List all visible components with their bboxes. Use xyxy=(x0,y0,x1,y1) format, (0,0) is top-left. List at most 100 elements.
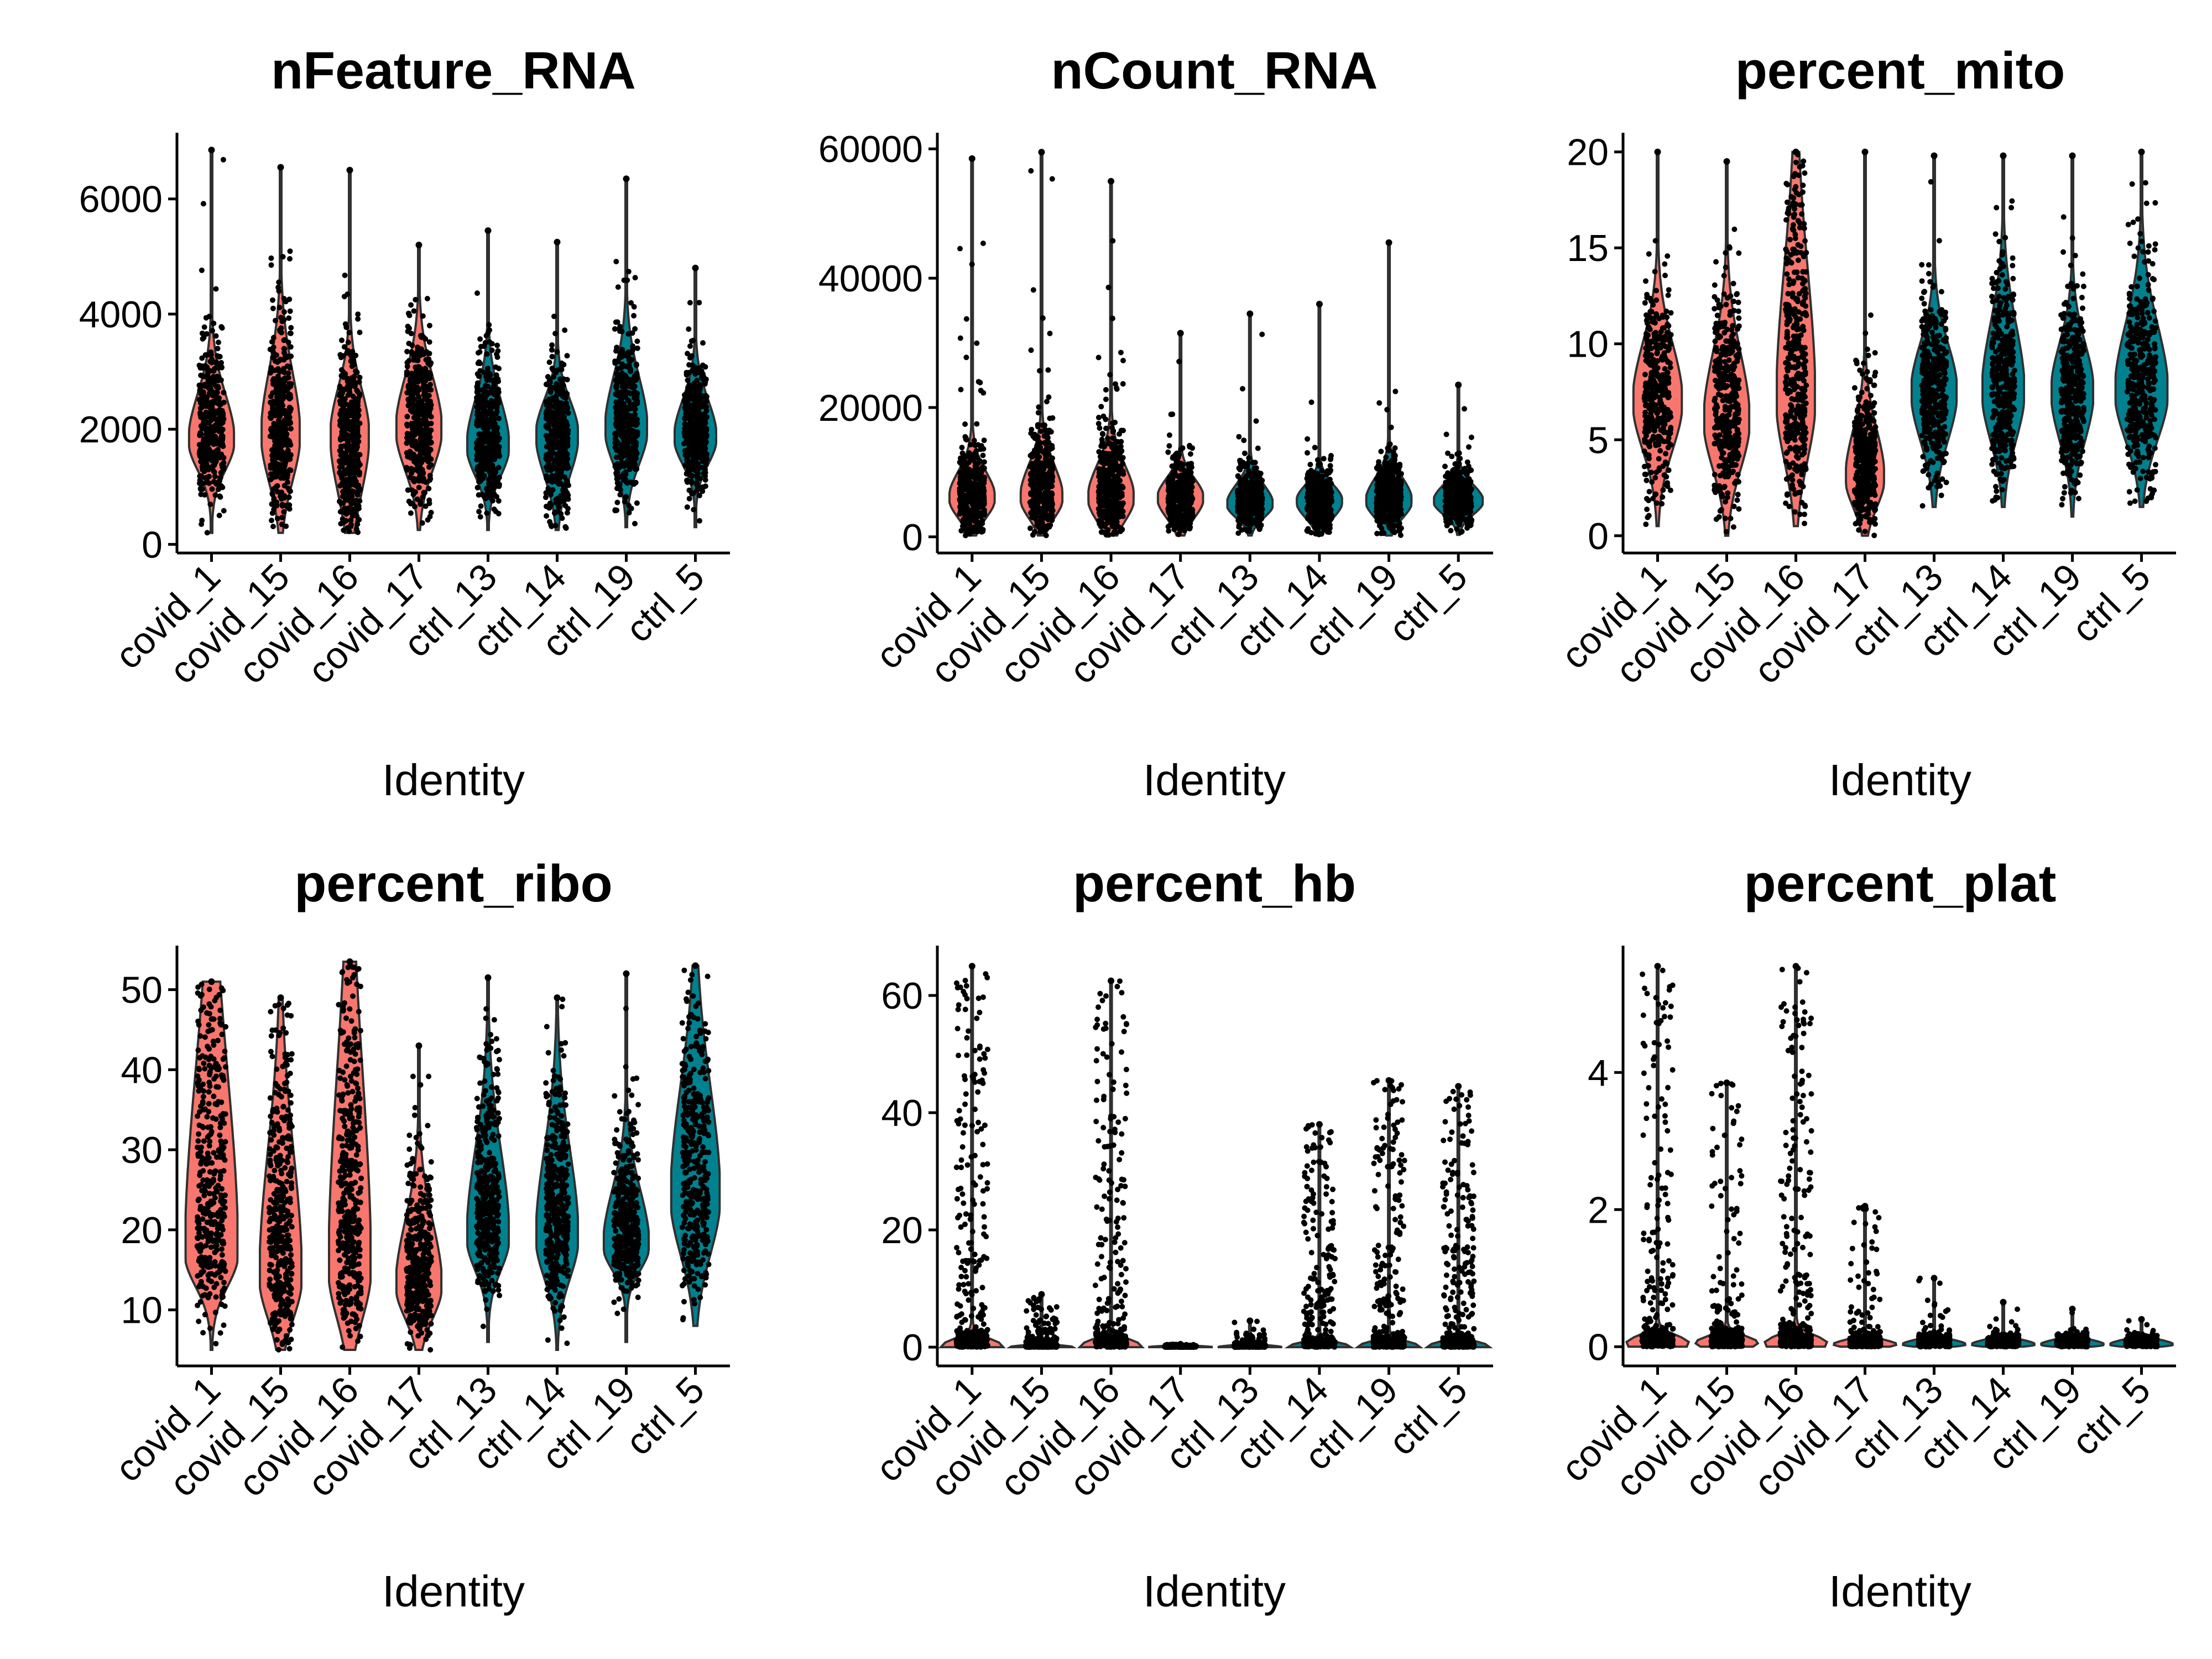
data-point xyxy=(273,317,278,324)
data-point xyxy=(274,359,280,365)
data-point xyxy=(556,402,562,408)
data-point xyxy=(409,487,415,493)
data-point xyxy=(278,388,284,394)
data-point xyxy=(633,440,639,446)
data-point xyxy=(417,399,423,405)
data-point xyxy=(405,487,411,493)
data-point xyxy=(1107,498,1113,503)
data-point xyxy=(557,442,563,448)
data-point xyxy=(1182,483,1188,489)
data-point xyxy=(619,354,625,360)
data-point xyxy=(279,462,285,468)
data-point xyxy=(561,496,567,502)
data-point xyxy=(485,465,491,470)
data-point xyxy=(1190,445,1196,451)
data-point xyxy=(409,440,415,446)
data-point xyxy=(492,422,498,428)
data-point xyxy=(559,515,565,521)
data-point xyxy=(474,290,480,296)
data-point xyxy=(959,450,966,456)
data-point xyxy=(267,346,273,352)
data-point xyxy=(1045,439,1051,445)
data-point xyxy=(279,514,285,520)
data-point xyxy=(480,462,486,468)
data-point xyxy=(1105,435,1111,441)
data-point xyxy=(197,481,202,486)
data-point xyxy=(489,462,495,468)
data-point xyxy=(633,361,639,367)
data-point xyxy=(1103,425,1109,431)
data-point xyxy=(689,395,695,401)
data-point xyxy=(1189,478,1195,484)
data-point xyxy=(1181,514,1187,520)
data-point xyxy=(958,489,964,495)
data-point xyxy=(341,344,347,350)
data-point xyxy=(619,389,625,395)
data-point xyxy=(624,479,630,486)
data-point xyxy=(270,297,275,303)
data-point xyxy=(1099,489,1105,495)
data-point xyxy=(413,466,419,472)
data-point xyxy=(1252,460,1258,466)
data-point xyxy=(625,269,632,275)
data-point xyxy=(274,515,280,521)
data-point xyxy=(617,328,623,334)
data-point xyxy=(631,312,637,319)
data-point xyxy=(342,321,348,327)
data-point xyxy=(479,457,485,463)
data-point xyxy=(353,352,359,358)
data-point xyxy=(411,308,417,314)
data-point xyxy=(693,406,699,413)
data-point xyxy=(475,350,481,356)
data-point xyxy=(281,509,287,515)
data-point xyxy=(278,467,284,473)
data-point xyxy=(1042,447,1048,453)
data-point xyxy=(692,436,698,442)
data-point xyxy=(962,485,968,491)
data-point xyxy=(697,424,703,430)
plot-area: 0200040006000covid_1covid_15covid_16covi… xyxy=(79,133,730,692)
data-point xyxy=(1047,331,1053,336)
data-point xyxy=(1118,450,1124,456)
data-point xyxy=(622,414,628,420)
data-point xyxy=(625,406,631,412)
data-point xyxy=(692,427,698,433)
data-point xyxy=(484,351,490,357)
data-point xyxy=(966,518,972,524)
data-point xyxy=(615,358,621,364)
data-point xyxy=(1105,527,1111,533)
data-point xyxy=(1036,519,1042,525)
data-point xyxy=(632,383,638,389)
data-point xyxy=(212,409,218,415)
data-point xyxy=(345,392,351,398)
data-point xyxy=(1120,513,1126,519)
data-point xyxy=(279,456,285,462)
data-point xyxy=(346,166,353,174)
data-point xyxy=(478,432,484,438)
data-point xyxy=(428,420,434,426)
data-point xyxy=(474,484,481,491)
data-point xyxy=(205,374,211,380)
data-point xyxy=(206,404,212,410)
data-point xyxy=(552,432,558,438)
data-point xyxy=(1115,472,1121,478)
data-point xyxy=(337,509,343,515)
data-point xyxy=(214,395,220,401)
data-point xyxy=(547,492,554,498)
data-point xyxy=(477,361,483,367)
data-point xyxy=(415,242,422,249)
data-point xyxy=(409,500,415,507)
data-point xyxy=(219,325,225,331)
data-point xyxy=(565,430,570,436)
data-point xyxy=(410,451,416,457)
data-point xyxy=(419,520,425,526)
data-point xyxy=(347,413,353,419)
data-point xyxy=(484,373,490,379)
points-covid_15 xyxy=(267,164,294,529)
data-point xyxy=(974,340,980,346)
data-point xyxy=(271,502,277,508)
data-point xyxy=(207,435,213,441)
data-point xyxy=(1171,470,1177,476)
data-point xyxy=(427,514,433,520)
data-point xyxy=(216,513,222,519)
